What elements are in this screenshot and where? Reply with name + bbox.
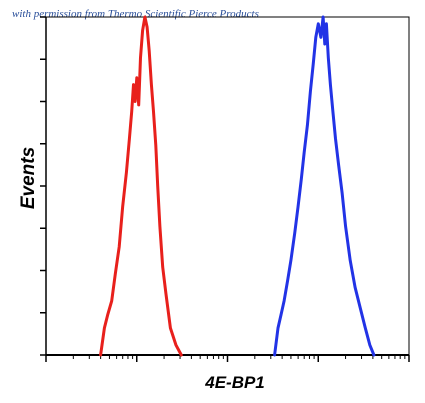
histogram-series-1 — [99, 15, 183, 357]
plot-frame — [45, 16, 410, 356]
y-axis-label: Events — [18, 146, 39, 210]
plot-axes — [40, 16, 410, 362]
x-axis-label: 4E-BP1 — [205, 373, 265, 392]
histogram-series-2 — [273, 15, 376, 357]
plot-series — [99, 15, 376, 357]
